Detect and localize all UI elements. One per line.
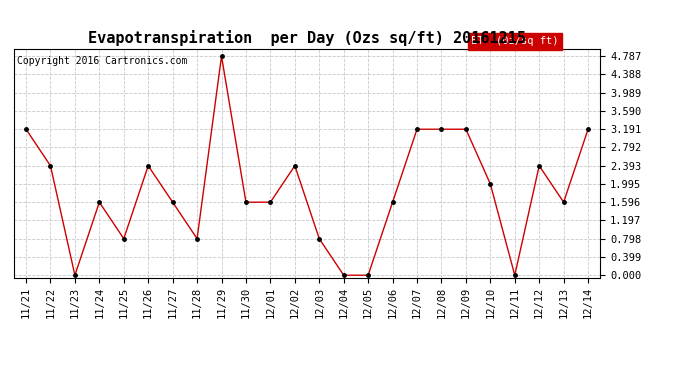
Text: ET  (0z/sq ft): ET (0z/sq ft) [471,36,559,46]
Text: Copyright 2016 Cartronics.com: Copyright 2016 Cartronics.com [17,56,188,66]
Title: Evapotranspiration  per Day (Ozs sq/ft) 20161215: Evapotranspiration per Day (Ozs sq/ft) 2… [88,30,526,46]
